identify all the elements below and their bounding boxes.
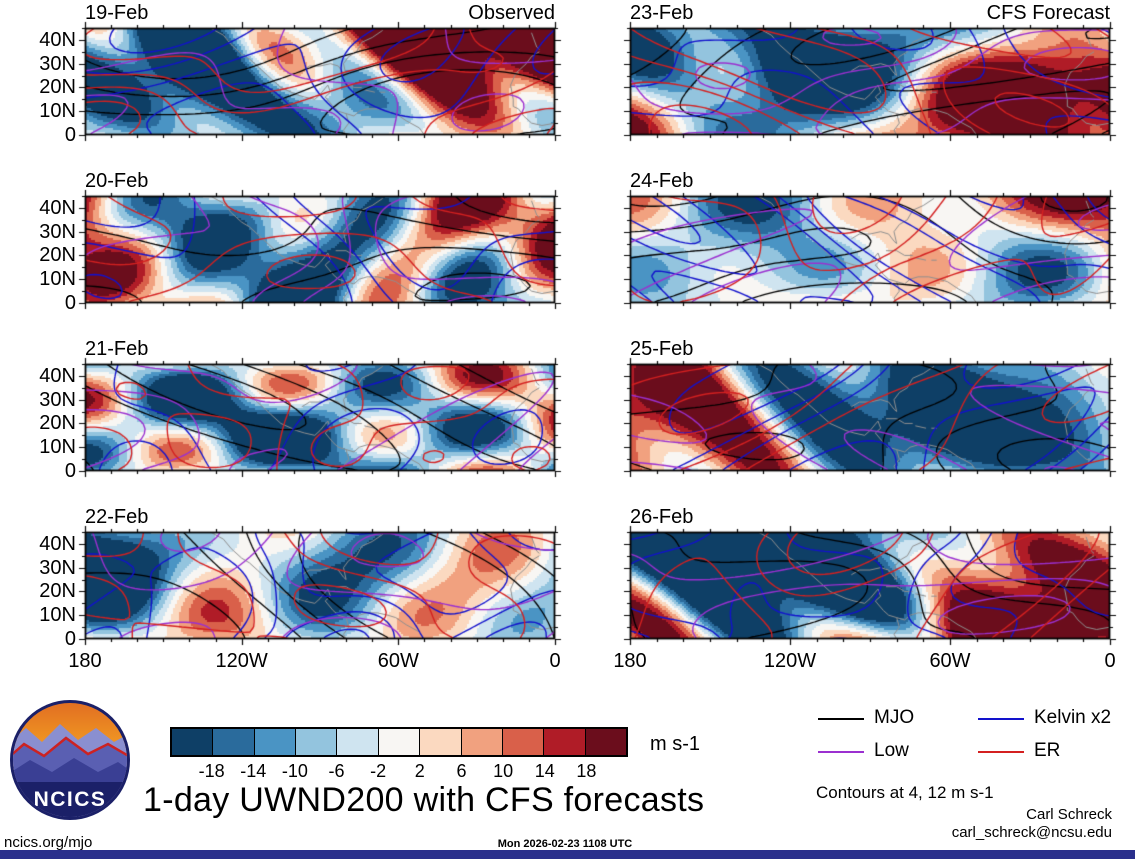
colorbar-segment xyxy=(172,729,214,755)
map-panel-canvas xyxy=(622,20,1118,143)
legend-label: ER xyxy=(1034,740,1061,761)
latitude-tick-label: 20N xyxy=(39,244,76,267)
latitude-tick-label: 30N xyxy=(39,220,76,243)
panel-date-label: 19-Feb xyxy=(85,2,149,24)
latitude-tick-label: 40N xyxy=(39,196,76,219)
legend-swatch xyxy=(978,718,1024,720)
longitude-tick-label: 0 xyxy=(1104,650,1116,672)
colorbar-tick-label: 14 xyxy=(534,761,555,781)
bottom-bar xyxy=(0,850,1135,859)
longitude-tick-label: 180 xyxy=(613,650,647,672)
longitude-tick-label: 180 xyxy=(68,650,102,672)
panel-date-label: 23-Feb xyxy=(630,2,694,24)
colorbar xyxy=(170,727,628,757)
author-name: Carl Schreck xyxy=(1026,806,1112,823)
longitude-tick-label: 120W xyxy=(215,650,268,672)
longitude-tick-label: 60W xyxy=(929,650,971,672)
colorbar-tick-label: -14 xyxy=(240,761,267,781)
timestamp: Mon 2026-02-23 1108 UTC xyxy=(497,838,633,850)
colorbar-segment xyxy=(585,729,626,755)
latitude-tick-label: 10N xyxy=(39,604,76,627)
map-panel-canvas xyxy=(77,356,563,479)
panel-date-label: 24-Feb xyxy=(630,170,694,192)
latitude-tick-label: 10N xyxy=(39,100,76,123)
latitude-tick-label: 30N xyxy=(39,388,76,411)
latitude-tick-label: 0 xyxy=(64,628,76,650)
panel-date-label: 26-Feb xyxy=(630,506,694,528)
column-title: Observed xyxy=(468,2,555,24)
legend-swatch xyxy=(818,751,864,753)
longitude-tick-label: 0 xyxy=(549,650,561,672)
latitude-tick-label: 10N xyxy=(39,268,76,291)
colorbar-segment xyxy=(502,729,545,755)
map-panel-canvas xyxy=(77,20,563,143)
map-panel-canvas xyxy=(622,188,1118,311)
panel-date-label: 25-Feb xyxy=(630,338,694,360)
colorbar-tick-label: 6 xyxy=(456,761,467,781)
colorbar-segment xyxy=(420,729,462,755)
longitude-tick-label: 60W xyxy=(377,650,419,672)
colorbar-segment xyxy=(254,729,297,755)
latitude-tick-label: 40N xyxy=(39,28,76,51)
colorbar-tick-label: -2 xyxy=(370,761,387,781)
latitude-tick-label: 0 xyxy=(64,292,76,314)
colorbar-tick-label: 2 xyxy=(414,761,425,781)
author-email: carl_schreck@ncsu.edu xyxy=(951,824,1112,841)
colorbar-tick-label: -6 xyxy=(328,761,345,781)
site-url: ncics.org/mjo xyxy=(4,834,93,851)
colorbar-segment xyxy=(544,729,586,755)
contour-note: Contours at 4, 12 m s-1 xyxy=(816,783,994,802)
longitude-tick-label: 120W xyxy=(763,650,817,672)
panel-date-label: 21-Feb xyxy=(85,338,149,360)
legend-label: MJO xyxy=(874,707,915,728)
colorbar-units: m s-1 xyxy=(650,733,700,755)
latitude-tick-label: 10N xyxy=(39,436,76,459)
legend-label: Low xyxy=(874,740,909,761)
latitude-tick-label: 0 xyxy=(64,124,76,146)
latitude-tick-label: 0 xyxy=(64,460,76,482)
panel-date-label: 22-Feb xyxy=(85,506,149,528)
latitude-tick-label: 40N xyxy=(39,532,76,555)
latitude-tick-label: 40N xyxy=(39,364,76,387)
colorbar-segment xyxy=(213,729,255,755)
legend-label: Kelvin x2 xyxy=(1034,707,1112,728)
figure-title: 1-day UWND200 with CFS forecasts xyxy=(143,781,705,819)
colorbar-tick-label: -18 xyxy=(198,761,225,781)
map-panel-canvas xyxy=(622,356,1118,479)
map-panel-canvas xyxy=(77,188,563,311)
latitude-tick-label: 20N xyxy=(39,412,76,435)
column-title: CFS Forecast xyxy=(986,2,1110,24)
latitude-tick-label: 20N xyxy=(39,580,76,603)
map-panel-canvas xyxy=(622,524,1118,647)
legend-swatch xyxy=(978,751,1024,753)
legend-swatch xyxy=(818,718,864,720)
logo-text: NCICS xyxy=(34,788,107,811)
colorbar-tick-label: -10 xyxy=(281,761,308,781)
colorbar-segment xyxy=(337,729,379,755)
panel-date-label: 20-Feb xyxy=(85,170,149,192)
colorbar-segment xyxy=(378,729,421,755)
ncics-logo: NCICS xyxy=(10,700,130,820)
colorbar-segment xyxy=(461,729,503,755)
colorbar-segment xyxy=(296,729,338,755)
latitude-tick-label: 20N xyxy=(39,76,76,99)
colorbar-tick-label: 18 xyxy=(576,761,597,781)
map-panel-canvas xyxy=(77,524,563,647)
latitude-tick-label: 30N xyxy=(39,52,76,75)
colorbar-tick-label: 10 xyxy=(493,761,514,781)
latitude-tick-label: 30N xyxy=(39,556,76,579)
